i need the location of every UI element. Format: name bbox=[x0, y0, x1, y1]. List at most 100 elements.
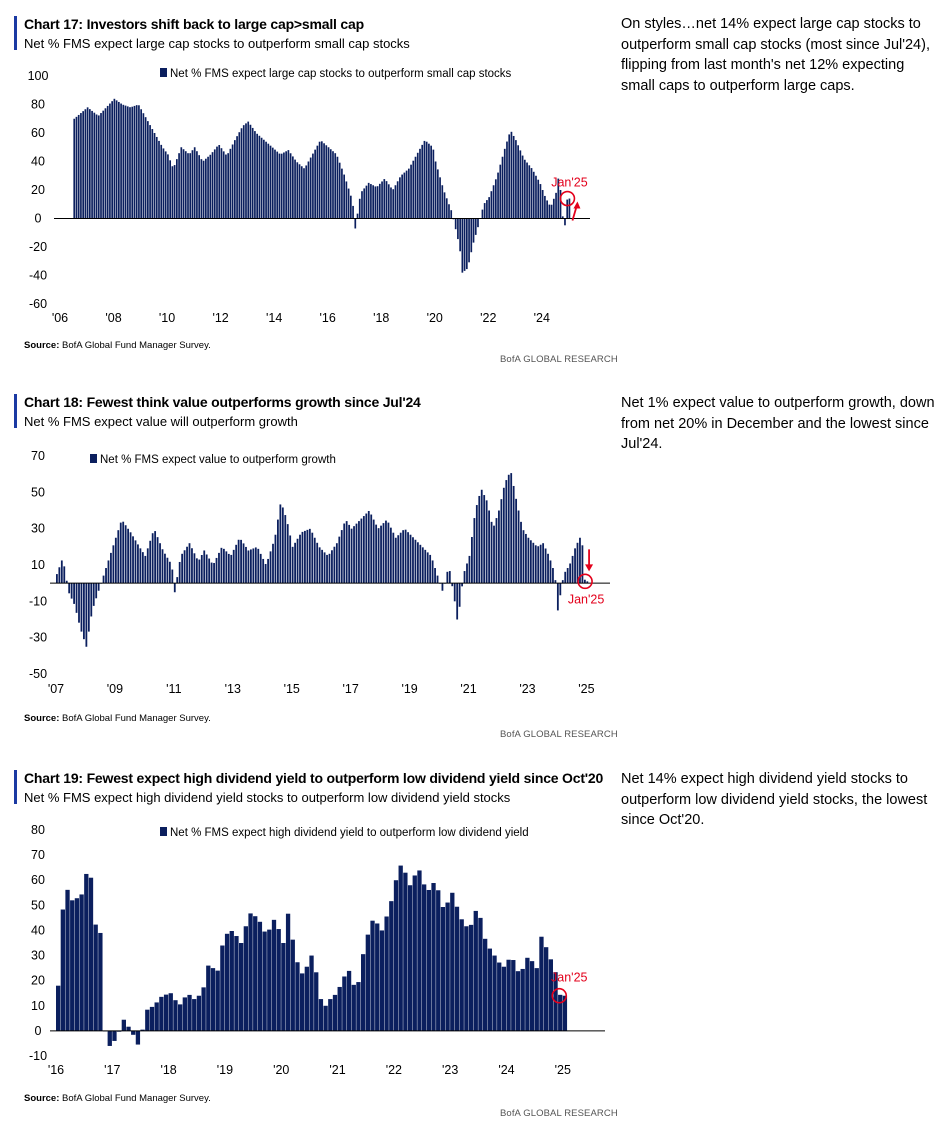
bar bbox=[534, 545, 537, 584]
bar bbox=[135, 105, 138, 219]
bar bbox=[91, 110, 93, 219]
bar bbox=[272, 543, 274, 584]
bar bbox=[187, 994, 192, 1031]
bar bbox=[257, 548, 260, 584]
bar bbox=[356, 982, 361, 1031]
bar bbox=[232, 549, 235, 584]
bar bbox=[370, 184, 372, 219]
bar bbox=[486, 200, 488, 219]
bar bbox=[176, 577, 179, 584]
bar bbox=[173, 165, 176, 219]
bar bbox=[316, 145, 319, 219]
bar bbox=[257, 921, 263, 1031]
x-tick-label: '19 bbox=[401, 682, 417, 696]
bar bbox=[535, 175, 537, 219]
bar bbox=[235, 544, 238, 584]
x-tick-label: '24 bbox=[534, 311, 550, 325]
bar bbox=[160, 144, 163, 219]
bar bbox=[213, 562, 215, 584]
bar bbox=[87, 583, 90, 632]
bar bbox=[252, 548, 255, 584]
bar bbox=[56, 985, 61, 1031]
bar bbox=[419, 148, 421, 219]
bar bbox=[276, 151, 279, 219]
bar bbox=[95, 583, 98, 599]
bar bbox=[220, 148, 223, 219]
bar bbox=[557, 178, 560, 219]
bar bbox=[195, 558, 198, 584]
bar bbox=[385, 520, 387, 584]
bar bbox=[240, 128, 243, 219]
bar bbox=[104, 108, 107, 219]
bar bbox=[481, 209, 484, 219]
bar bbox=[358, 521, 360, 584]
bar bbox=[60, 560, 63, 584]
bar bbox=[298, 164, 301, 219]
y-tick-label: 50 bbox=[31, 898, 45, 912]
bar bbox=[173, 583, 176, 593]
y-tick-label: 10 bbox=[31, 558, 45, 572]
bar bbox=[264, 563, 267, 584]
bar bbox=[220, 945, 225, 1031]
bar bbox=[441, 185, 444, 219]
bar bbox=[544, 947, 549, 1031]
bar bbox=[314, 149, 316, 219]
bar bbox=[133, 105, 136, 219]
bar bbox=[247, 550, 250, 584]
bar bbox=[259, 553, 262, 584]
bar bbox=[525, 957, 530, 1031]
bar bbox=[248, 913, 253, 1031]
x-tick-label: '16 bbox=[48, 1063, 64, 1077]
bar bbox=[564, 571, 567, 584]
bar bbox=[271, 147, 274, 219]
bar bbox=[73, 118, 76, 219]
bar bbox=[451, 583, 454, 587]
bar bbox=[458, 583, 461, 607]
bar bbox=[342, 976, 347, 1031]
bar bbox=[351, 984, 356, 1031]
bar bbox=[506, 141, 508, 219]
commentary-text: Net 1% expect value to outperform growth… bbox=[621, 395, 935, 452]
bar bbox=[473, 518, 476, 584]
bar bbox=[387, 184, 390, 219]
title-accent-bar bbox=[14, 394, 17, 428]
bar bbox=[181, 553, 184, 584]
bar bbox=[83, 583, 85, 640]
bar bbox=[583, 579, 586, 584]
bar bbox=[450, 210, 453, 219]
bar bbox=[126, 106, 129, 219]
bar bbox=[490, 191, 493, 219]
bar bbox=[184, 151, 187, 219]
bar bbox=[131, 1030, 136, 1035]
bar bbox=[141, 552, 144, 584]
y-tick-label: -30 bbox=[29, 631, 47, 645]
bar-chart-high-vs-low-dividend: 80 70 60 50 40 30 20 10 0 -10 Net % FMS expect hig… bbox=[29, 823, 605, 1077]
y-tick-label: 0 bbox=[35, 212, 42, 226]
bar bbox=[440, 907, 446, 1031]
title-accent-bar bbox=[14, 16, 17, 50]
bar bbox=[168, 561, 171, 584]
bar bbox=[95, 114, 98, 219]
bar bbox=[529, 540, 532, 584]
bar bbox=[320, 141, 323, 219]
bar bbox=[249, 124, 252, 219]
bar bbox=[561, 580, 564, 584]
source-label: Source: bbox=[24, 340, 60, 351]
bar bbox=[365, 934, 370, 1031]
bar bbox=[480, 489, 483, 584]
bar bbox=[376, 186, 379, 219]
bar bbox=[294, 159, 296, 219]
bar bbox=[336, 156, 339, 219]
bar bbox=[464, 926, 469, 1031]
y-tick-label: 70 bbox=[31, 848, 45, 862]
y-tick-label: -20 bbox=[29, 240, 47, 254]
bar bbox=[102, 110, 105, 219]
bar bbox=[112, 1030, 117, 1041]
bar bbox=[517, 510, 520, 584]
bar bbox=[526, 162, 528, 219]
bar bbox=[309, 955, 314, 1031]
bar bbox=[192, 999, 197, 1031]
bar bbox=[265, 141, 267, 219]
bar bbox=[230, 554, 233, 584]
bar bbox=[326, 554, 328, 584]
